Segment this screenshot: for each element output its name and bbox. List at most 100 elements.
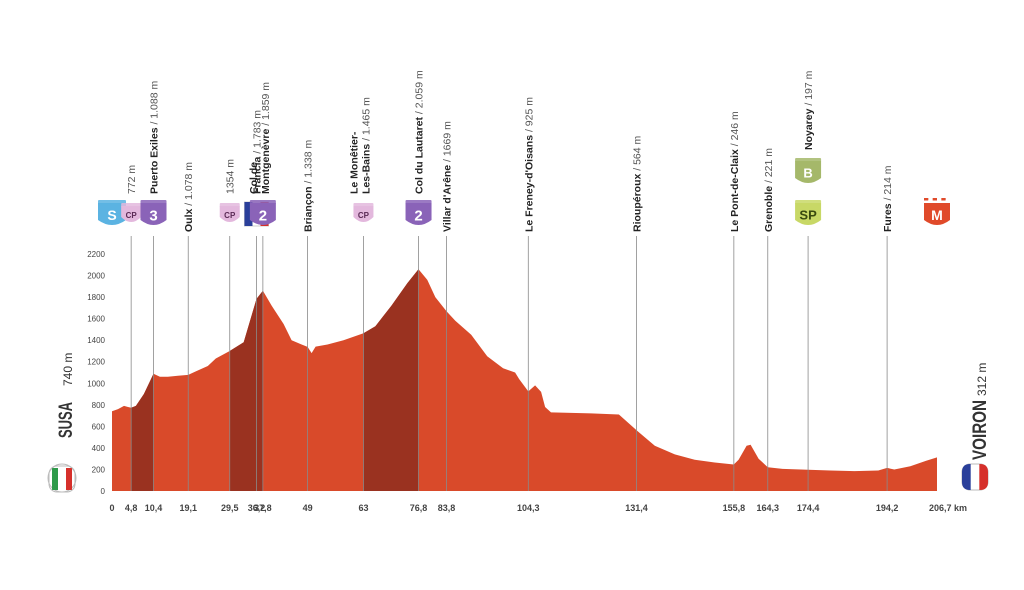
waypoint-label: 772 m bbox=[126, 165, 138, 194]
waypoint-name: Rioupéroux bbox=[631, 174, 643, 232]
france-flag-icon bbox=[961, 463, 989, 491]
waypoint-name: Les-Bains bbox=[360, 144, 372, 194]
y-tick-label: 200 bbox=[92, 465, 106, 474]
x-tick-label: 63 bbox=[358, 503, 368, 513]
waypoint-label: Francia / 1.783 m bbox=[251, 110, 263, 194]
waypoint-altitude: / 925 m bbox=[523, 97, 535, 135]
waypoint-badge: S bbox=[98, 200, 126, 225]
waypoint-label: Villar d'Arêne / 1669 m bbox=[441, 121, 453, 232]
elevation-profile-area bbox=[112, 269, 937, 491]
y-tick-label: 0 bbox=[101, 487, 106, 496]
waypoint-badge-label: 3 bbox=[149, 207, 157, 224]
y-tick-label: 1600 bbox=[87, 315, 105, 324]
x-tick-label: 36,2 bbox=[248, 503, 266, 513]
start-altitude: 740 m bbox=[61, 353, 75, 386]
waypoint-altitude: / 1.338 m bbox=[303, 140, 315, 187]
waypoint-name: Le Monêtier- bbox=[348, 131, 360, 194]
waypoint-altitude: 1354 m bbox=[225, 159, 237, 194]
waypoint-altitude: / 564 m bbox=[631, 135, 643, 173]
waypoint-badge-label: M bbox=[931, 207, 943, 223]
waypoint-altitude: / 1.078 m bbox=[183, 162, 195, 209]
waypoint-top-badge: B bbox=[795, 158, 822, 183]
waypoint-badge: 3 bbox=[140, 200, 167, 225]
waypoint-badge: 2 bbox=[249, 200, 276, 225]
waypoint-name: Puerto Exiles bbox=[149, 127, 161, 194]
y-tick-label: 600 bbox=[92, 422, 106, 431]
waypoint-label: Noyarey / 197 m bbox=[803, 70, 815, 150]
waypoint-altitude: 772 m bbox=[126, 165, 138, 194]
waypoint-badge: M bbox=[924, 198, 950, 225]
waypoint-name: Grenoble bbox=[763, 186, 775, 232]
waypoint-label: Col deMontgenèvre / 1.859 m bbox=[248, 82, 272, 194]
waypoint-label: Rioupéroux / 564 m bbox=[631, 135, 643, 232]
y-tick-label: 1800 bbox=[87, 293, 105, 302]
start-name: SUSA bbox=[56, 402, 77, 438]
waypoint-altitude: / 1.783 m bbox=[251, 110, 263, 157]
x-tick-label: 76,8 bbox=[410, 503, 428, 513]
waypoint-label: Le Pont-de-Claix / 246 m bbox=[729, 111, 741, 232]
waypoint-name: Le Freney-d'Oisans bbox=[523, 135, 535, 232]
waypoint-label: Grenoble / 221 m bbox=[763, 148, 775, 232]
waypoint-badge: SP bbox=[795, 200, 822, 225]
waypoint-badge-label: CP bbox=[126, 211, 138, 220]
y-tick-label: 2000 bbox=[87, 272, 105, 281]
x-tick-label: 0 bbox=[109, 503, 114, 513]
x-tick-label: 194,2 bbox=[876, 503, 899, 513]
climb-segment bbox=[229, 290, 263, 491]
waypoint-name: Villar d'Arêne bbox=[441, 165, 453, 232]
waypoint-label: Briançon / 1.338 m bbox=[303, 140, 315, 232]
waypoint-name: Col de bbox=[248, 162, 260, 194]
x-tick-label: 104,3 bbox=[517, 503, 540, 513]
waypoint-name: Montgenèvre bbox=[260, 128, 272, 194]
waypoint-label: Fures / 214 m bbox=[882, 165, 894, 232]
finish-altitude: 312 m bbox=[975, 363, 989, 396]
waypoint-name: Oulx bbox=[183, 209, 195, 232]
waypoint-label: Oulx / 1.078 m bbox=[183, 162, 195, 232]
waypoint-altitude: / 1.088 m bbox=[149, 81, 161, 128]
waypoint-name: Le Pont-de-Claix bbox=[729, 149, 741, 232]
x-tick-label: 131,4 bbox=[625, 503, 648, 513]
waypoint-label: Le Freney-d'Oisans / 925 m bbox=[523, 97, 535, 232]
waypoint-badge-label: 2 bbox=[414, 207, 422, 224]
climb-segment bbox=[363, 269, 419, 491]
y-tick-label: 1400 bbox=[87, 336, 105, 345]
x-tick-label: 4,8 bbox=[125, 503, 138, 513]
y-tick-label: 1000 bbox=[87, 379, 105, 388]
waypoint-altitude: / 221 m bbox=[763, 148, 775, 186]
y-tick-label: 400 bbox=[92, 444, 106, 453]
italy-flag-icon bbox=[47, 463, 77, 493]
x-tick-label: 83,8 bbox=[438, 503, 456, 513]
x-tick-label: 19,1 bbox=[179, 503, 197, 513]
y-tick-label: 1200 bbox=[87, 358, 105, 367]
y-tick-label: 800 bbox=[92, 401, 106, 410]
x-tick-label: 49 bbox=[303, 503, 313, 513]
waypoint-top-badge-label: B bbox=[803, 166, 812, 181]
y-tick-label: 2200 bbox=[87, 250, 105, 259]
waypoint-badge: CP bbox=[353, 203, 374, 222]
x-tick-label: 155,8 bbox=[723, 503, 746, 513]
waypoint-name: Francia bbox=[251, 156, 263, 194]
waypoint-name: Noyarey bbox=[803, 108, 815, 150]
waypoint-label: 1354 m bbox=[225, 159, 237, 194]
waypoint-badge-label: 2 bbox=[259, 207, 267, 224]
waypoint-altitude: / 1.465 m bbox=[360, 97, 372, 144]
waypoint-altitude: / 1.859 m bbox=[260, 82, 272, 129]
waypoint-name: Briançon bbox=[303, 186, 315, 232]
x-tick-label: 37,8 bbox=[254, 503, 272, 513]
climb-segment bbox=[131, 373, 154, 491]
waypoint-badge-label: CP bbox=[358, 211, 370, 220]
x-tick-label: 206,7 km bbox=[929, 503, 967, 513]
x-tick-label: 29,5 bbox=[221, 503, 239, 513]
waypoint-label: Puerto Exiles / 1.088 m bbox=[149, 81, 161, 194]
waypoint-badge: 2 bbox=[405, 200, 432, 225]
waypoint-badge-label: CP bbox=[224, 211, 236, 220]
waypoint-badge-label: SP bbox=[799, 208, 817, 223]
x-tick-label: 174,4 bbox=[797, 503, 820, 513]
waypoint-badge-label: S bbox=[107, 207, 116, 223]
waypoint-altitude: / 1669 m bbox=[441, 121, 453, 165]
finish-name: VOIRON bbox=[970, 400, 991, 460]
waypoint-badge: CP bbox=[121, 203, 142, 222]
x-tick-label: 164,3 bbox=[757, 503, 780, 513]
